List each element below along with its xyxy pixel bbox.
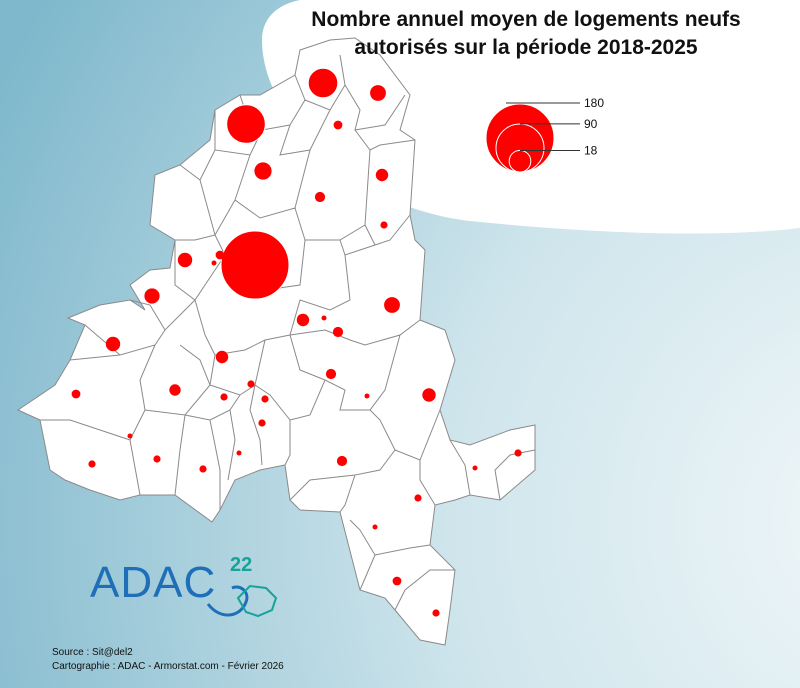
commune-bubble xyxy=(177,252,193,268)
commune-bubble xyxy=(220,230,290,300)
commune-bubble xyxy=(372,524,378,530)
commune-bubble xyxy=(220,393,228,401)
commune-bubble xyxy=(314,191,326,203)
title-line-2: autorisés sur la période 2018-2025 xyxy=(354,36,698,59)
commune-bubble xyxy=(321,315,327,321)
commune-bubble xyxy=(333,120,343,130)
credits: Source : Sit@del2 Cartographie : ADAC - … xyxy=(52,646,284,674)
commune-bubble xyxy=(369,84,387,102)
commune-bubble xyxy=(253,161,273,181)
cartography-credit: Cartographie : ADAC - Armorstat.com - Fé… xyxy=(52,661,284,672)
commune-bubble xyxy=(71,389,81,399)
commune-bubble xyxy=(211,260,217,266)
legend: 180 90 18 xyxy=(485,96,604,173)
commune-bubble xyxy=(215,250,225,260)
commune-bubble xyxy=(215,350,229,364)
commune-bubble xyxy=(375,168,389,182)
commune-bubble xyxy=(514,449,522,457)
bubble-layer xyxy=(71,67,522,617)
legend-circle xyxy=(485,103,555,173)
commune-bubble xyxy=(236,450,242,456)
commune-bubble xyxy=(88,460,96,468)
logo-swoosh-icon xyxy=(206,584,278,618)
legend-label: 180 xyxy=(584,96,604,110)
commune-bubble xyxy=(307,67,339,99)
commune-bubble xyxy=(414,494,422,502)
legend-label: 18 xyxy=(584,144,598,158)
title-line-1: Nombre annuel moyen de logements neufs xyxy=(311,8,741,31)
commune-bubble xyxy=(432,609,440,617)
legend-label: 90 xyxy=(584,117,598,131)
source-text: Source : Sit@del2 xyxy=(52,647,133,658)
logo-superscript: 22 xyxy=(230,554,253,576)
commune-bubble xyxy=(364,393,370,399)
commune-bubble xyxy=(380,221,388,229)
commune-bubble xyxy=(144,288,160,304)
commune-bubble xyxy=(392,576,402,586)
commune-bubble xyxy=(226,104,266,144)
commune-bubble xyxy=(336,455,348,467)
commune-bubble xyxy=(127,433,133,439)
commune-bubble xyxy=(472,465,478,471)
commune-bubble xyxy=(199,465,207,473)
commune-bubble xyxy=(325,368,337,380)
communes-layer xyxy=(16,37,536,646)
commune-bubble xyxy=(261,395,269,403)
commune-bubble xyxy=(422,388,436,402)
adac-logo: ADAC 22 xyxy=(90,554,290,628)
commune-bubble xyxy=(332,326,344,338)
commune-bubble xyxy=(297,314,305,322)
commune-bubble xyxy=(247,380,255,388)
map-title: Nombre annuel moyen de logements neufs a… xyxy=(306,6,746,62)
commune-bubble xyxy=(383,296,401,314)
commune-bubble xyxy=(169,384,181,396)
logo-text: ADAC xyxy=(90,558,217,607)
commune-bubble xyxy=(105,336,121,352)
commune-bubble xyxy=(153,455,161,463)
commune-bubble xyxy=(258,419,266,427)
